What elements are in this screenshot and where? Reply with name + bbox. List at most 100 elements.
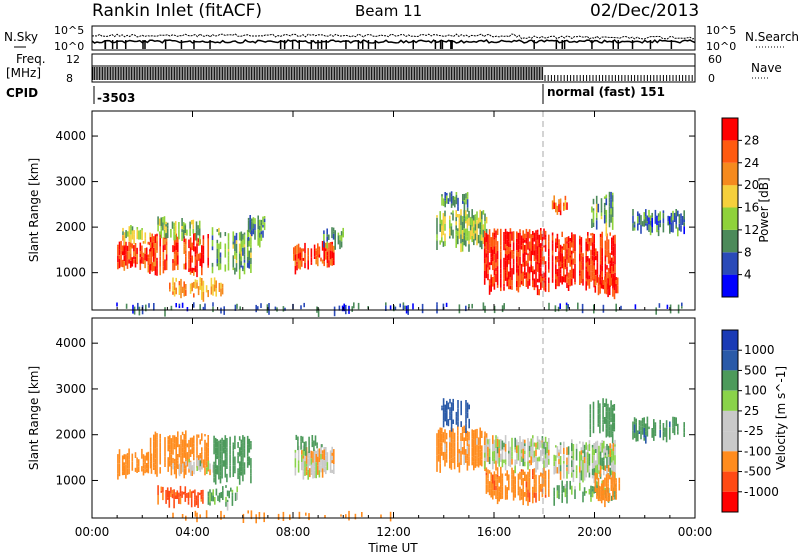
scatter-cell [444,240,446,247]
scatter-cell [657,213,660,217]
scatter-cell [246,461,249,468]
scatter-cell [173,461,176,466]
scatter-cell [189,449,192,457]
scatter-cell [167,436,169,440]
scatter-cell [181,447,184,453]
scatter-cell [229,465,231,469]
scatter-cell [439,223,441,232]
scatter-cell [540,243,542,249]
scatter-cell [182,491,185,495]
scatter-cell [223,306,225,315]
scatter-cell [564,244,567,252]
scatter-cell [535,474,537,480]
scatter-cell [509,251,512,262]
scatter-cell [633,424,636,433]
scatter-cell [604,452,607,456]
scatter-cell [301,248,303,258]
scatter-cell [511,250,513,259]
scatter-cell [487,267,489,274]
scatter-cell [449,437,451,443]
scatter-cell [683,432,685,437]
scatter-cell [567,446,570,455]
scatter-cell [342,231,344,238]
scatter-cell [593,256,595,263]
scatter-cell [607,411,609,420]
scatter-cell [157,485,159,495]
scatter-cell [500,245,502,250]
scatter-cell [160,490,163,493]
scatter-cell [558,204,560,212]
scatter-cell [508,279,510,290]
scatter-cell [548,455,550,459]
scatter-cell [473,220,475,228]
scatter-cell [317,255,319,258]
scatter-cell [495,490,497,499]
scatter-cell [463,235,465,246]
scatter-cell [511,441,513,450]
scatter-cell [312,451,314,457]
scatter-cell [201,291,203,300]
scatter-cell [460,209,462,216]
scatter-cell [485,264,488,273]
scatter-cell [184,233,187,236]
scatter-cell [128,241,130,252]
scatter-cell [156,261,158,269]
scatter-cell [605,403,608,407]
scatter-cell [599,465,602,474]
power-colorbar-tick-label: 12 [744,223,759,237]
scatter-cell [567,454,570,464]
scatter-cell [328,260,330,268]
scatter-cell [591,218,593,228]
scatter-cell [606,466,608,469]
scatter-cell [532,495,534,504]
scatter-cell [185,250,187,254]
scatter-cell [201,447,203,452]
scatter-cell [172,291,174,295]
y-tick-label: 1000 [55,266,86,280]
scatter-cell [580,237,583,247]
scatter-cell [588,241,591,251]
scatter-cell [453,459,456,470]
scatter-cell [145,452,148,461]
scatter-cell [609,457,611,466]
scatter-cell [212,495,214,502]
scatter-cell [585,256,587,263]
scatter-cell [606,250,608,258]
date-title: 02/Dec/2013 [590,1,699,21]
scatter-cell [614,255,616,265]
scatter-cell [607,254,610,264]
scatter-cell [645,435,647,444]
scatter-cell [326,263,329,268]
scatter-cell [465,460,467,463]
scatter-cell [239,306,241,311]
scatter-cell [496,460,499,464]
scatter-cell [606,272,608,280]
scatter-cell [683,216,685,220]
scatter-cell [149,247,152,252]
scatter-cell [517,480,520,490]
scatter-cell [530,446,532,451]
scatter-cell [492,435,494,444]
scatter-cell [602,411,604,420]
scatter-cell [500,273,502,279]
scatter-cell [159,452,161,458]
scatter-cell [536,264,539,272]
scatter-cell [325,447,327,456]
scatter-cell [646,215,649,222]
scatter-cell [496,269,499,279]
scatter-cell [601,440,603,443]
scatter-cell [569,277,571,287]
nsearch-tick-top-right: 10^5 [706,24,736,37]
scatter-cell [226,456,228,461]
scatter-cell [168,490,171,499]
scatter-cell [156,468,158,477]
scatter-cell [500,259,502,269]
scatter-cell [231,495,234,506]
scatter-cell [524,439,526,444]
scatter-cell [555,242,557,252]
scatter-cell [553,490,555,497]
scatter-cell [213,435,215,442]
scatter-cell [564,251,567,259]
scatter-cell [439,240,441,245]
scatter-cell [616,285,619,294]
